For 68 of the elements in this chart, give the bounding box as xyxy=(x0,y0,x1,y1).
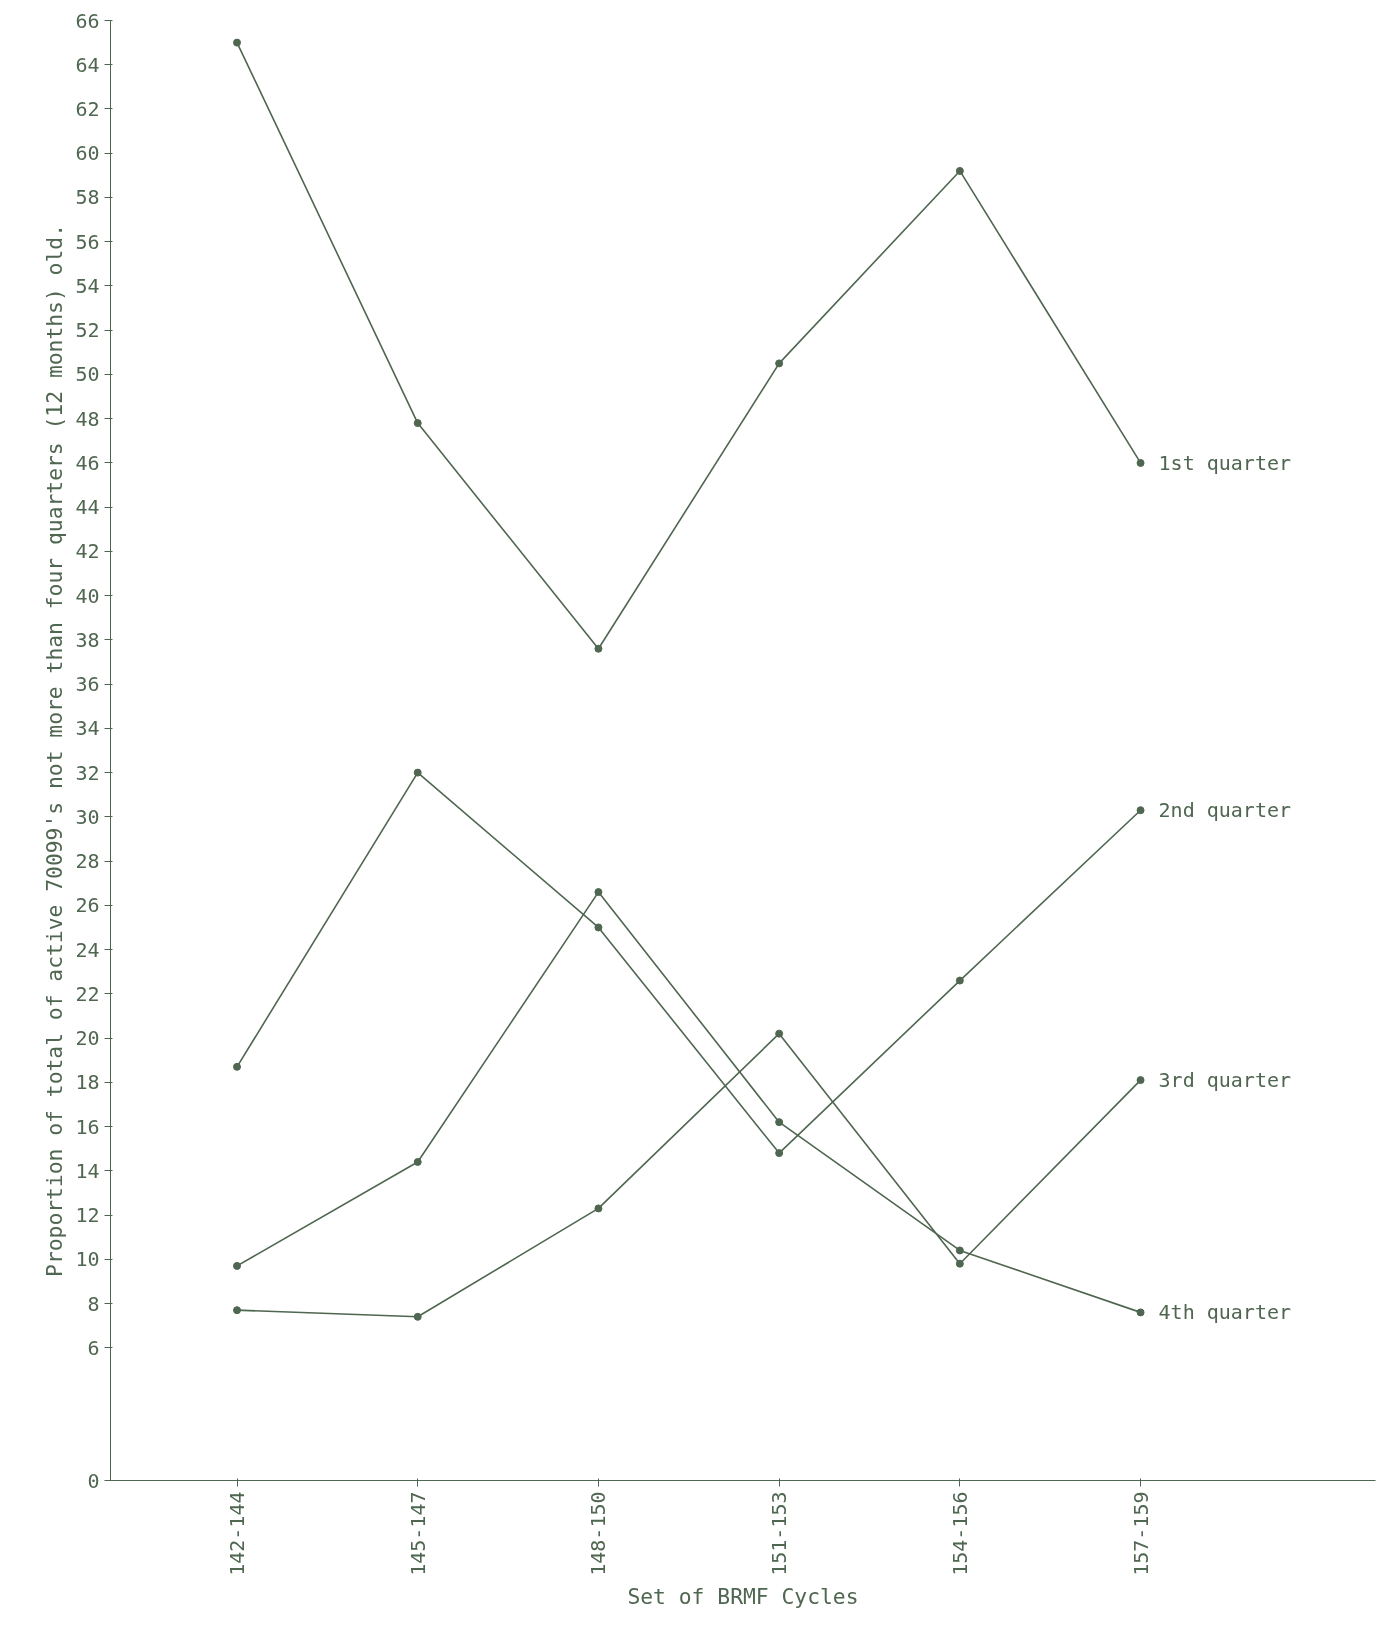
x-tick-label: 145-147 xyxy=(405,1491,430,1576)
y-tick-label: 28 xyxy=(75,849,100,874)
point xyxy=(1136,458,1145,467)
point xyxy=(955,976,964,985)
y-tick-label: 30 xyxy=(75,804,100,829)
y-tick-label: 44 xyxy=(75,495,100,520)
y-tick-label: 64 xyxy=(75,52,100,77)
y-tick-label: 40 xyxy=(75,583,100,608)
point xyxy=(775,1029,784,1038)
point xyxy=(955,1246,964,1255)
y-tick-label: 14 xyxy=(75,1158,100,1183)
y-tick-label: 52 xyxy=(75,318,100,343)
x-tick-label: 157-159 xyxy=(1128,1491,1153,1576)
point xyxy=(413,1157,422,1166)
series-label: 1st quarter xyxy=(1158,450,1292,475)
y-tick-label: 26 xyxy=(75,893,100,918)
x-tick-label: 148-150 xyxy=(586,1491,611,1576)
point xyxy=(413,1312,422,1321)
point xyxy=(1136,806,1145,815)
y-tick-label: 12 xyxy=(75,1203,100,1228)
y-tick-label: 56 xyxy=(75,229,100,254)
y-tick-label: 18 xyxy=(75,1070,100,1095)
point xyxy=(594,923,603,932)
point xyxy=(775,359,784,368)
point xyxy=(955,166,964,175)
y-tick-label: 16 xyxy=(75,1114,100,1139)
x-tick-label: 142-144 xyxy=(225,1491,249,1576)
y-tick-label: 46 xyxy=(75,450,100,475)
y-tick-label: 22 xyxy=(75,981,100,1006)
point xyxy=(955,1259,964,1268)
y-tick-label: 6 xyxy=(87,1335,100,1360)
point xyxy=(775,1149,784,1158)
y-tick-label: 36 xyxy=(75,672,100,697)
y-tick-label: 0 xyxy=(87,1468,100,1493)
y-tick-label: 34 xyxy=(75,716,100,741)
point xyxy=(233,1306,241,1315)
y-tick-label: 42 xyxy=(75,539,100,564)
point xyxy=(233,1062,241,1071)
point xyxy=(594,644,603,653)
point xyxy=(233,38,241,47)
y-tick-label: 20 xyxy=(75,1026,100,1051)
series-label: 4th quarter xyxy=(1158,1300,1292,1325)
point xyxy=(594,1204,603,1213)
point xyxy=(413,419,422,428)
point xyxy=(775,1118,784,1127)
y-tick-label: 54 xyxy=(75,273,100,298)
y-tick-label: 8 xyxy=(87,1291,100,1316)
point xyxy=(413,768,422,777)
y-tick-label: 24 xyxy=(75,937,100,962)
x-tick-label: 151-153 xyxy=(767,1491,792,1576)
y-tick-label: 60 xyxy=(75,141,100,166)
y-tick-label: 10 xyxy=(75,1247,100,1272)
point xyxy=(594,888,603,897)
series-label: 2nd quarter xyxy=(1158,798,1292,823)
y-tick-label: 32 xyxy=(75,760,100,785)
point xyxy=(233,1261,241,1270)
y-tick-label: 38 xyxy=(75,627,100,652)
x-tick-label: 154-156 xyxy=(947,1491,972,1576)
point xyxy=(1136,1308,1145,1317)
y-axis-title: Proportion of total of active 70099's not more than four quarters (12 months) old. xyxy=(42,224,68,1277)
y-tick-label: 58 xyxy=(75,185,100,210)
x-axis-title: Set of BRMF Cycles xyxy=(627,1583,859,1609)
series-label: 3rd quarter xyxy=(1158,1068,1292,1093)
y-tick-label: 66 xyxy=(75,8,100,33)
y-tick-label: 62 xyxy=(75,96,100,121)
y-tick-label: 48 xyxy=(75,406,100,431)
y-tick-label: 50 xyxy=(75,362,100,387)
point xyxy=(1136,1076,1145,1085)
